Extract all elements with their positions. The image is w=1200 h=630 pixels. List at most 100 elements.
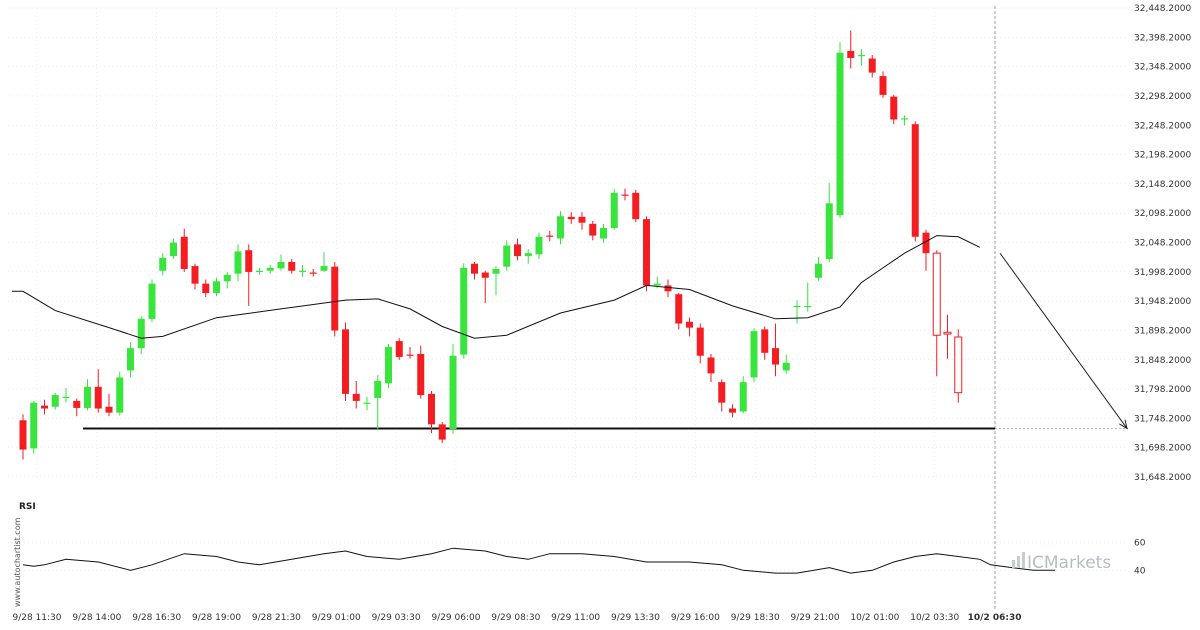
candle-body <box>535 236 543 255</box>
candle-body <box>675 294 683 324</box>
y-tick-label: 31,748.2000 <box>1134 414 1192 424</box>
candle-body <box>62 396 70 399</box>
candle-body <box>245 250 253 272</box>
candle-body <box>288 261 296 271</box>
x-tick-label: 9/29 16:00 <box>671 613 720 623</box>
candle-body <box>331 266 339 331</box>
candle-body <box>514 244 521 257</box>
y-tick-label: 32,098.2000 <box>1134 209 1192 219</box>
candle-body <box>127 348 134 371</box>
rsi-group <box>22 547 1055 574</box>
candle-body <box>30 402 38 449</box>
x-tick-label: 9/28 19:00 <box>192 613 241 623</box>
candle-body <box>847 50 855 58</box>
grid-lines <box>8 6 1128 610</box>
y-tick-label: 32,248.2000 <box>1134 121 1192 131</box>
candle-body <box>589 223 597 236</box>
x-tick-label: 9/29 21:00 <box>791 613 840 623</box>
candle-body <box>417 354 425 396</box>
candle-body <box>84 386 91 408</box>
candle-body <box>901 118 908 120</box>
x-tick-label: 9/28 14:00 <box>72 613 121 623</box>
candle-body <box>750 331 758 378</box>
candle-body <box>890 96 898 120</box>
candle-body <box>858 55 865 57</box>
candle-body <box>385 346 392 384</box>
projection-candle-body <box>954 336 963 394</box>
brand-bars-icon <box>1012 560 1015 568</box>
forecast-arrow-group <box>999 252 1128 430</box>
projection-candle-body <box>932 252 941 336</box>
candle-body <box>836 52 844 216</box>
candle-body <box>309 272 317 274</box>
candle-body <box>460 267 468 355</box>
brand-logo: ICMarkets <box>1012 552 1111 573</box>
candle-body <box>170 242 177 257</box>
candle-body <box>471 263 478 274</box>
candle-body <box>793 305 801 308</box>
candle-body <box>180 236 188 269</box>
y-tick-label: 31,898.2000 <box>1134 326 1192 336</box>
candle-body <box>610 192 618 228</box>
candle-body <box>911 124 919 237</box>
y-tick-label: 31,848.2000 <box>1134 356 1192 366</box>
candle-body <box>19 420 27 450</box>
x-tick-label: 10/2 03:30 <box>910 613 959 623</box>
candle-body <box>492 268 500 274</box>
candle-body <box>524 253 532 257</box>
candle-body <box>761 329 769 353</box>
projection-group <box>932 250 963 403</box>
candle-body <box>137 318 145 349</box>
y-tick-label: 32,398.2000 <box>1134 33 1192 43</box>
candle-body <box>804 305 812 308</box>
candle-body <box>739 382 747 412</box>
candle-body <box>718 382 726 403</box>
candle-body <box>320 266 328 271</box>
candle-body <box>621 194 629 196</box>
candle-body <box>664 285 672 292</box>
candle-body <box>428 393 435 425</box>
y-tick-label: 31,648.2000 <box>1134 473 1192 483</box>
y-tick-label: 32,298.2000 <box>1134 92 1192 102</box>
x-tick-label: 9/28 11:30 <box>12 613 61 623</box>
candle-body <box>148 283 156 319</box>
x-tick-label: 10/2 01:00 <box>850 613 899 623</box>
candle-body <box>653 283 661 286</box>
x-tick-label: 9/28 21:30 <box>252 613 301 623</box>
candle-body <box>342 329 349 394</box>
candle-body <box>782 362 790 371</box>
candle-body <box>815 263 822 278</box>
y-tick-label: 31,798.2000 <box>1134 385 1192 395</box>
forecast-arrow-head <box>1119 419 1128 430</box>
candle-body <box>352 393 360 401</box>
indicator-grid <box>8 542 1128 571</box>
candle-body <box>159 257 167 271</box>
rsi-tick-label: 60 <box>1134 539 1146 549</box>
candle-body <box>772 348 779 365</box>
y-tick-label: 32,148.2000 <box>1134 180 1192 190</box>
candle-body <box>438 424 446 440</box>
y-tick-label: 32,348.2000 <box>1134 63 1192 73</box>
y-tick-label: 31,998.2000 <box>1134 268 1192 278</box>
y-tick-label: 32,198.2000 <box>1134 151 1192 161</box>
candle-body <box>546 235 554 237</box>
candle-body <box>729 408 736 413</box>
candles-group <box>19 30 930 460</box>
watermark-text: www.autochartist.com <box>13 517 22 607</box>
projection-candle-body <box>943 331 952 335</box>
candle-body <box>116 377 124 413</box>
candle-body <box>406 354 414 356</box>
candle-body <box>51 395 59 407</box>
x-tick-label: 9/29 13:30 <box>611 613 660 623</box>
rsi-tick-label: 40 <box>1134 566 1146 576</box>
x-tick-label: 9/29 01:00 <box>312 613 361 623</box>
candle-body <box>223 274 231 282</box>
x-tick-label: 10/2 06:30 <box>968 613 1022 623</box>
candle-body <box>686 321 693 328</box>
candle-body <box>256 270 263 272</box>
brand-bars-icon <box>1017 556 1020 568</box>
candle-body <box>299 270 306 272</box>
candle-body <box>567 216 575 220</box>
candle-body <box>234 251 242 274</box>
